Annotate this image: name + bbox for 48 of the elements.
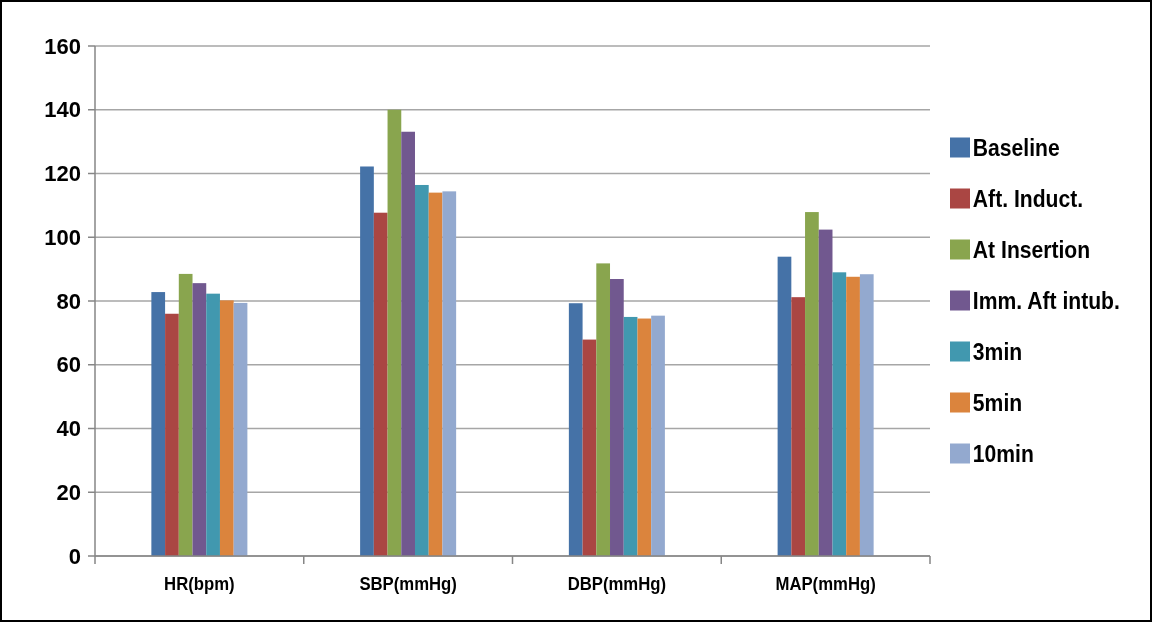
y-tick-label: 100: [44, 224, 81, 250]
legend-label: At Insertion: [972, 236, 1091, 264]
bar: [373, 212, 388, 556]
bar: [846, 276, 860, 556]
bar: [596, 263, 611, 556]
bar: [791, 297, 806, 556]
legend-label: 10min: [972, 440, 1034, 468]
x-tick-label: DBP(mmHg): [567, 573, 667, 595]
bar: [818, 229, 833, 556]
y-tick-label: 140: [44, 97, 81, 123]
y-tick-label: 40: [56, 416, 81, 442]
bar: [219, 300, 234, 556]
bar: [165, 313, 179, 556]
y-tick-label: 80: [56, 288, 81, 314]
bar: [178, 273, 193, 556]
bar: [777, 256, 792, 556]
legend-label: Imm. Aft intub.: [972, 287, 1120, 315]
bar: [568, 303, 583, 556]
bar: [414, 184, 429, 556]
bar: [387, 109, 402, 556]
bar: [637, 318, 652, 556]
bar: [651, 315, 665, 556]
bar: [192, 283, 207, 556]
x-tick-label: MAP(mmHg): [775, 573, 876, 595]
bar: [623, 316, 638, 556]
bar: [832, 272, 847, 556]
y-tick-label: 0: [68, 543, 81, 569]
bar: [401, 131, 415, 556]
bar: [610, 279, 624, 556]
legend-label: 3min: [972, 338, 1023, 366]
bar: [859, 274, 874, 556]
x-tick-label: HR(bpm): [164, 573, 235, 595]
y-tick-label: 160: [44, 33, 81, 59]
y-tick-label: 120: [44, 161, 81, 187]
bar: [442, 191, 457, 556]
legend-label: 5min: [972, 389, 1023, 417]
y-tick-label: 60: [56, 352, 81, 378]
y-tick-label: 20: [56, 479, 81, 505]
bar: [805, 212, 819, 556]
bar: [233, 302, 248, 556]
bar: [428, 192, 443, 556]
bar: [151, 292, 166, 556]
bar: [582, 339, 597, 556]
legend-label: Baseline: [972, 134, 1060, 162]
legend-label: Aft. Induct.: [972, 185, 1084, 213]
bar: [206, 293, 220, 556]
bar: [360, 166, 374, 556]
x-tick-label: SBP(mmHg): [359, 573, 457, 595]
